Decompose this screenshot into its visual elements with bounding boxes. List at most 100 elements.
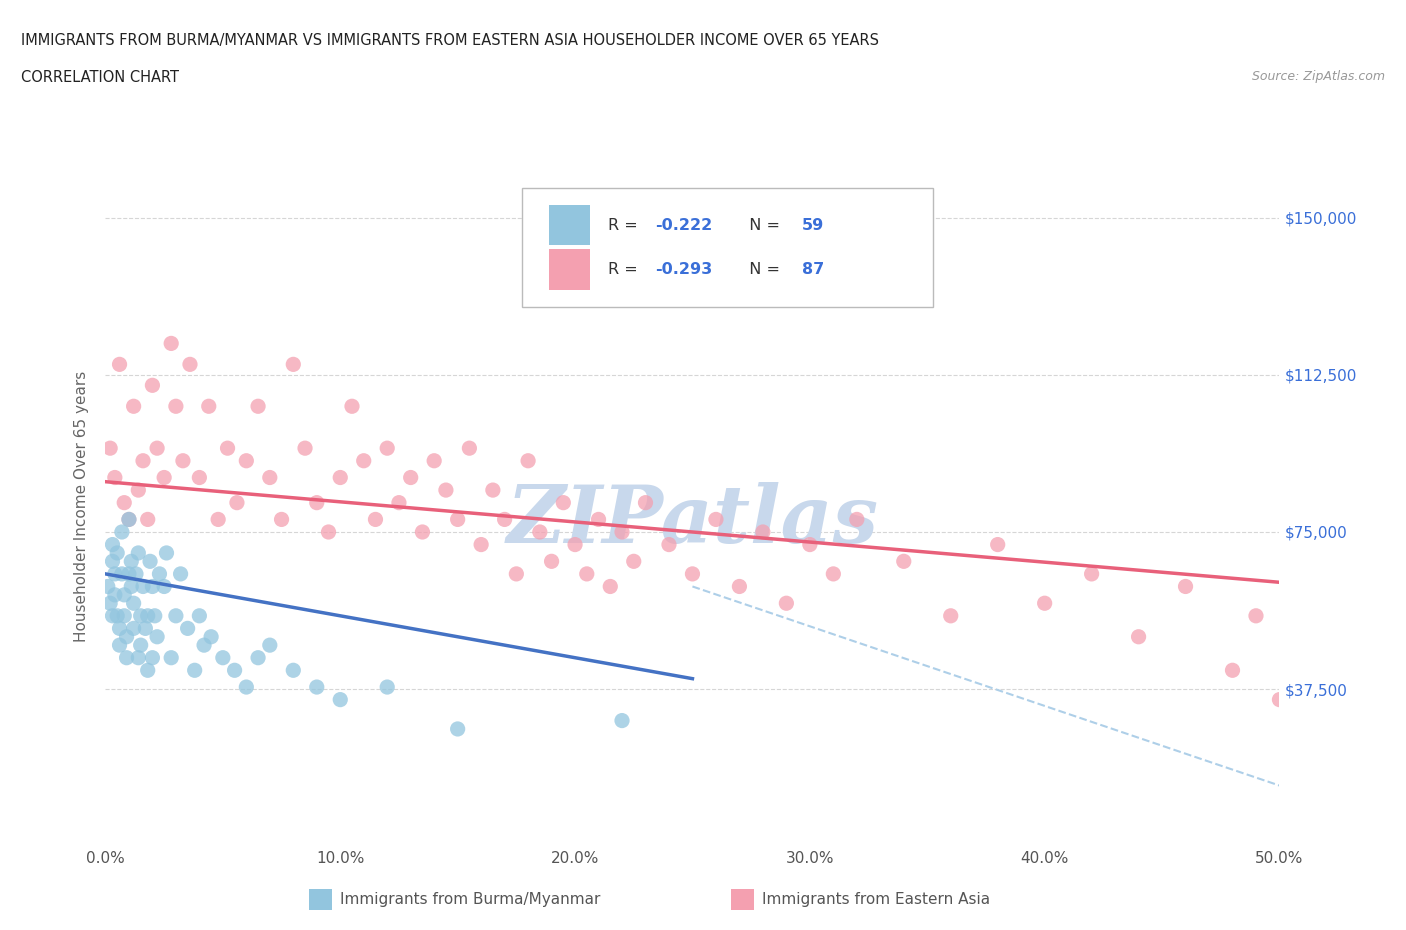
- Point: [101, 554, 124, 569]
- Point: [1315, 663, 1337, 678]
- Point: [1362, 705, 1385, 720]
- Point: [101, 608, 124, 623]
- Point: [658, 538, 681, 552]
- Point: [188, 470, 211, 485]
- Point: [153, 470, 176, 485]
- Text: Immigrants from Eastern Asia: Immigrants from Eastern Asia: [762, 892, 990, 907]
- Point: [340, 399, 363, 414]
- Point: [153, 579, 176, 594]
- Point: [155, 546, 177, 561]
- Point: [165, 399, 187, 414]
- Point: [125, 566, 148, 581]
- Point: [172, 453, 194, 468]
- Point: [160, 650, 183, 665]
- Point: [112, 608, 135, 623]
- Point: [111, 566, 134, 581]
- Point: [259, 470, 281, 485]
- Point: [217, 441, 239, 456]
- Point: [553, 495, 575, 510]
- Point: [97, 579, 120, 594]
- Point: [1128, 630, 1150, 644]
- Point: [112, 495, 135, 510]
- Point: [799, 538, 821, 552]
- Point: [169, 566, 191, 581]
- Point: [446, 512, 468, 527]
- Point: [823, 566, 845, 581]
- Point: [122, 399, 145, 414]
- Point: [1244, 608, 1267, 623]
- Point: [458, 441, 481, 456]
- Point: [115, 630, 138, 644]
- Text: Immigrants from Burma/Myanmar: Immigrants from Burma/Myanmar: [340, 892, 600, 907]
- Point: [423, 453, 446, 468]
- Point: [247, 650, 270, 665]
- Point: [122, 596, 145, 611]
- Text: 59: 59: [801, 218, 824, 232]
- Point: [108, 621, 131, 636]
- Point: [211, 650, 233, 665]
- Point: [179, 357, 201, 372]
- Point: [127, 650, 149, 665]
- Point: [305, 680, 328, 695]
- Point: [127, 483, 149, 498]
- Point: [505, 566, 527, 581]
- Point: [294, 441, 316, 456]
- Point: [411, 525, 433, 539]
- Point: [235, 680, 257, 695]
- Point: [141, 378, 163, 392]
- Point: [1385, 734, 1406, 749]
- Point: [482, 483, 505, 498]
- Point: [939, 608, 962, 623]
- Point: [329, 470, 352, 485]
- Point: [146, 630, 169, 644]
- Point: [105, 546, 128, 561]
- Point: [752, 525, 775, 539]
- Point: [101, 538, 124, 552]
- Point: [148, 566, 170, 581]
- Text: CORRELATION CHART: CORRELATION CHART: [21, 70, 179, 85]
- Point: [540, 554, 562, 569]
- Bar: [550, 249, 591, 289]
- FancyBboxPatch shape: [522, 188, 934, 307]
- Point: [197, 399, 219, 414]
- Point: [610, 525, 633, 539]
- Point: [588, 512, 610, 527]
- Point: [247, 399, 270, 414]
- Point: [200, 630, 222, 644]
- Point: [283, 663, 305, 678]
- Point: [207, 512, 229, 527]
- Point: [517, 453, 540, 468]
- Point: [136, 512, 159, 527]
- Point: [111, 525, 134, 539]
- Point: [1292, 722, 1315, 737]
- Point: [375, 680, 398, 695]
- Point: [118, 512, 141, 527]
- Point: [235, 453, 257, 468]
- Text: ZIPatlas: ZIPatlas: [506, 482, 879, 559]
- Point: [98, 441, 121, 456]
- Text: R =: R =: [607, 261, 643, 277]
- Point: [120, 554, 142, 569]
- Point: [108, 357, 131, 372]
- Point: [329, 692, 352, 707]
- Point: [112, 588, 135, 603]
- Point: [132, 579, 155, 594]
- Point: [105, 608, 128, 623]
- Point: [134, 621, 156, 636]
- Point: [375, 441, 398, 456]
- Text: -0.222: -0.222: [655, 218, 711, 232]
- Point: [704, 512, 727, 527]
- Point: [364, 512, 387, 527]
- Text: IMMIGRANTS FROM BURMA/MYANMAR VS IMMIGRANTS FROM EASTERN ASIA HOUSEHOLDER INCOME: IMMIGRANTS FROM BURMA/MYANMAR VS IMMIGRA…: [21, 33, 879, 47]
- Point: [104, 566, 127, 581]
- Point: [139, 554, 162, 569]
- Point: [623, 554, 645, 569]
- Point: [1268, 692, 1291, 707]
- Point: [136, 608, 159, 623]
- Point: [1339, 680, 1361, 695]
- Point: [143, 608, 166, 623]
- Point: [98, 596, 121, 611]
- Point: [681, 566, 703, 581]
- Point: [634, 495, 657, 510]
- Point: [1080, 566, 1102, 581]
